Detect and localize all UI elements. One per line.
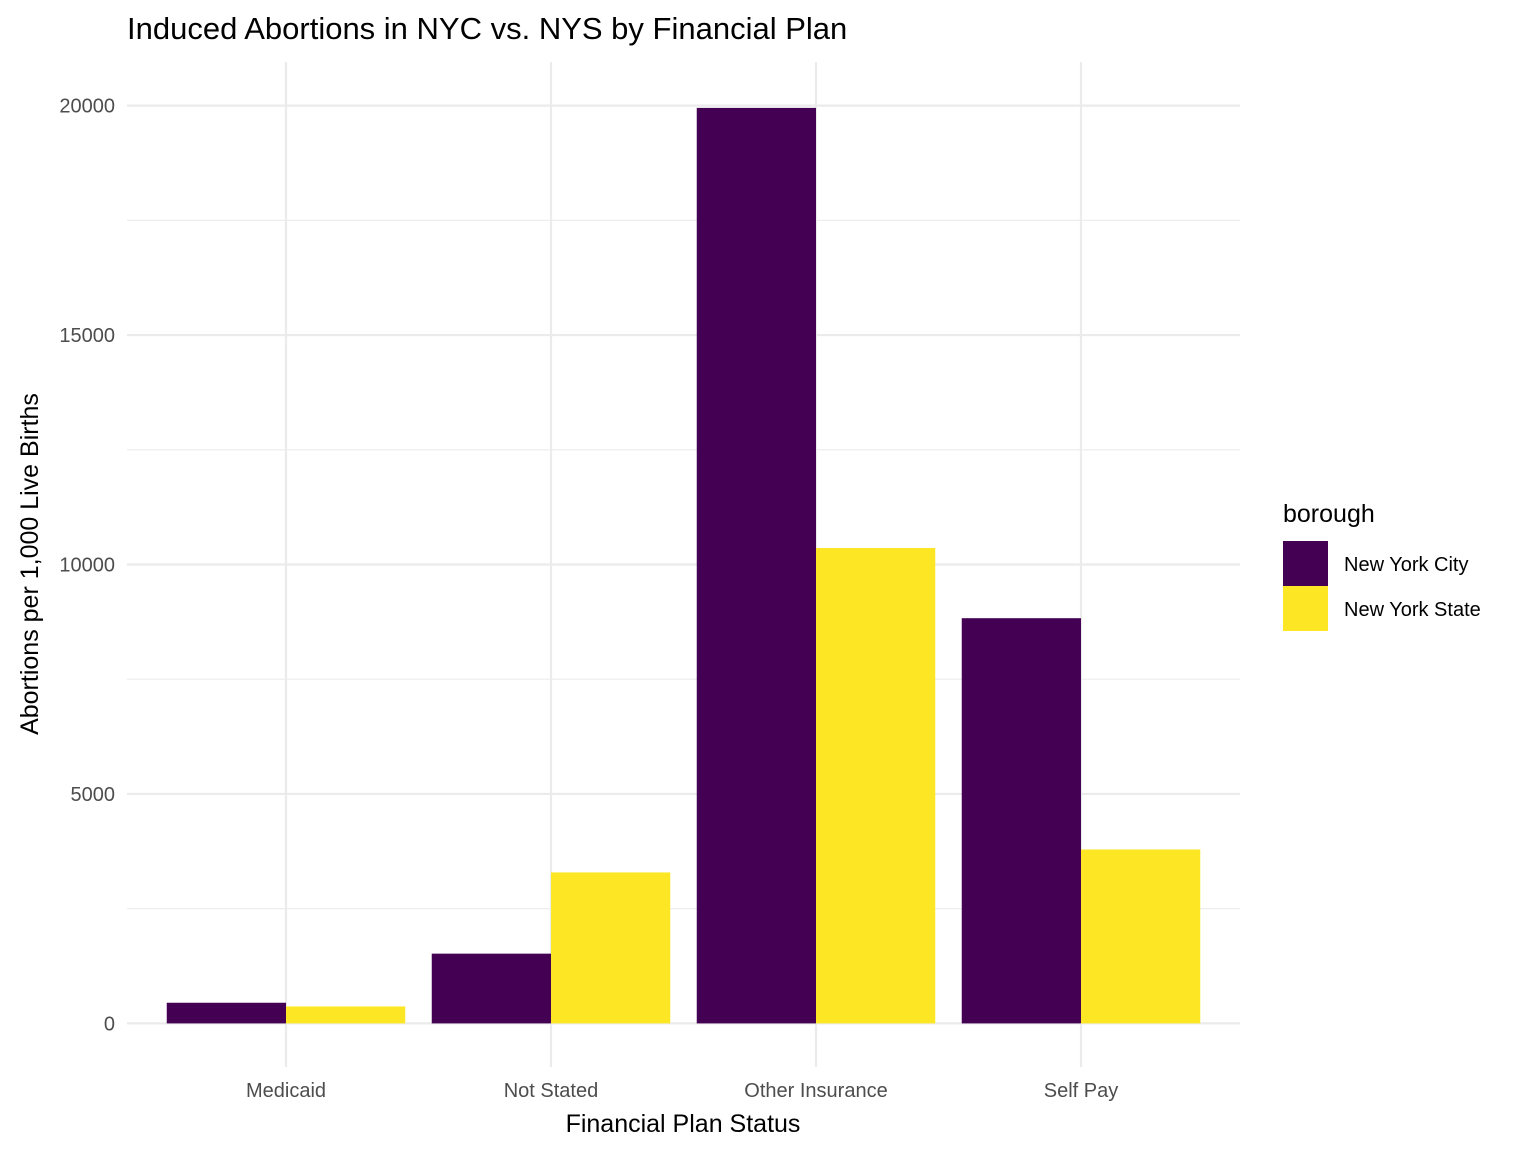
bar xyxy=(961,618,1081,1024)
x-axis-ticks: Medicaid Not Stated Other Insurance Self Pa… xyxy=(246,1080,1118,1102)
bar xyxy=(166,1002,286,1024)
bar xyxy=(816,547,936,1024)
y-tick-label: 20000 xyxy=(59,96,115,118)
bar xyxy=(1081,849,1201,1024)
bar xyxy=(431,953,551,1024)
y-tick-label: 0 xyxy=(104,1013,115,1035)
legend-label: New York City xyxy=(1344,554,1469,576)
y-tick-label: 15000 xyxy=(59,325,115,347)
y-axis-title: Abortions per 1,000 Live Births xyxy=(16,393,44,735)
legend-key xyxy=(1283,541,1328,586)
y-tick-label: 10000 xyxy=(59,555,115,577)
bar xyxy=(551,872,671,1024)
x-tick-label: Self Pay xyxy=(1044,1080,1118,1102)
chart-title: Induced Abortions in NYC vs. NYS by Fina… xyxy=(127,11,847,46)
legend-title: borough xyxy=(1283,500,1375,528)
bar xyxy=(696,107,816,1024)
legend-label: New York State xyxy=(1344,599,1481,621)
x-axis-title: Financial Plan Status xyxy=(566,1110,801,1138)
y-axis-ticks: 0 5000 10000 15000 20000 xyxy=(59,96,115,1036)
legend-key xyxy=(1283,586,1328,631)
x-tick-label: Medicaid xyxy=(246,1080,326,1102)
bar xyxy=(286,1006,406,1024)
legend: borough New York City New York State xyxy=(1283,500,1481,631)
y-tick-label: 5000 xyxy=(71,784,116,806)
x-tick-label: Not Stated xyxy=(504,1080,599,1102)
bars xyxy=(166,107,1201,1024)
x-tick-label: Other Insurance xyxy=(744,1080,887,1102)
